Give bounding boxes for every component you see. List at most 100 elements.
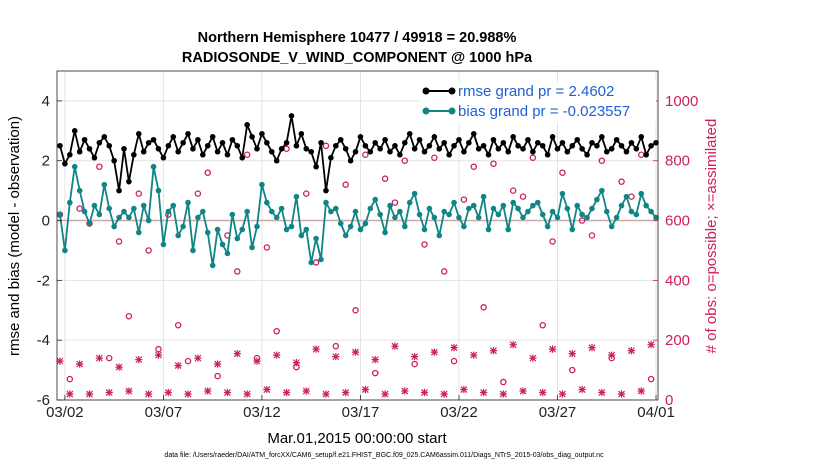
- bias-point-6: [86, 220, 93, 227]
- bias-point-92: [510, 199, 516, 206]
- bias-point-81: [456, 214, 462, 221]
- bias-point-8: [96, 211, 103, 218]
- rmse-point-1: [62, 160, 68, 167]
- possible-obs-point-49: [539, 321, 546, 329]
- legend-rmse-label: rmse grand pr = 2.4602: [458, 83, 614, 100]
- rmse-point-56: [333, 142, 339, 149]
- x-tick-label-4: 03/22: [440, 404, 478, 421]
- possible-obs-point-38: [431, 154, 438, 161]
- legend-box: [420, 82, 656, 122]
- bias-point-47: [288, 223, 295, 230]
- rmse-point-46: [283, 139, 290, 146]
- bias-point-26: [185, 199, 191, 206]
- bias-point-78: [441, 208, 448, 215]
- bias-point-11: [111, 223, 117, 230]
- x-axis-label: Mar.01,2015 00:00:00 start: [267, 430, 447, 447]
- possible-obs-point-37: [421, 241, 428, 248]
- assimilated-obs-point-45: [499, 390, 507, 398]
- assimilated-obs-point-56: [608, 351, 616, 359]
- bias-point-67: [387, 202, 393, 209]
- rmse-point-37: [239, 154, 246, 161]
- assimilated-obs-point-43: [480, 388, 488, 397]
- assimilated-obs-point-8: [135, 356, 143, 364]
- bias-point-59: [347, 223, 354, 230]
- rmse-point-45: [278, 145, 285, 152]
- rmse-point-81: [456, 136, 462, 143]
- bias-point-101: [554, 214, 561, 221]
- rmse-point-107: [584, 151, 590, 158]
- bias-point-95: [525, 208, 531, 215]
- bias-point-48: [293, 193, 300, 200]
- rmse-point-67: [387, 148, 393, 155]
- bias-point-1: [62, 247, 68, 254]
- assimilated-obs-point-37: [420, 388, 429, 397]
- bias-point-97: [535, 199, 541, 206]
- possible-obs-point-9: [145, 247, 152, 254]
- possible-obs-point-19: [243, 151, 251, 158]
- rmse-point-58: [342, 145, 349, 152]
- bias-point-31: [209, 262, 216, 269]
- x-tick-label-1: 03/07: [145, 404, 183, 421]
- rmse-point-0: [57, 142, 63, 149]
- bias-point-88: [490, 205, 497, 212]
- x-tick-label-5: 03/27: [539, 404, 577, 421]
- possible-obs-point-31: [362, 151, 369, 158]
- bias-point-73: [416, 211, 423, 218]
- rmse-point-111: [603, 148, 610, 155]
- rmse-point-92: [510, 134, 516, 140]
- bias-point-87: [485, 226, 492, 233]
- assimilated-obs-point-36: [411, 353, 419, 361]
- assimilated-obs-point-24: [292, 359, 301, 367]
- possible-obs-point-50: [549, 238, 556, 245]
- bias-point-50: [303, 226, 310, 233]
- bias-point-44: [273, 214, 280, 221]
- rmse-point-69: [397, 151, 403, 158]
- bias-point-104: [569, 226, 576, 233]
- rmse-point-20: [155, 145, 162, 152]
- bias-point-0: [57, 211, 63, 218]
- assimilated-obs-point-4: [95, 354, 103, 362]
- assimilated-obs-point-33: [381, 390, 389, 398]
- bias-point-100: [549, 208, 556, 215]
- rmse-point-49: [298, 131, 305, 137]
- bias-point-105: [574, 202, 581, 209]
- bias-point-38: [244, 208, 250, 215]
- rmse-point-59: [347, 157, 354, 164]
- rmse-point-15: [131, 151, 137, 158]
- assimilated-obs-point-18: [233, 350, 241, 358]
- bias-point-54: [323, 199, 329, 206]
- bias-point-49: [298, 232, 305, 239]
- bias-point-116: [628, 208, 635, 215]
- bias-point-42: [264, 199, 270, 206]
- bias-point-119: [643, 202, 649, 209]
- possible-obs-point-33: [381, 175, 389, 182]
- y-right-tick-label-2: 400: [665, 272, 690, 289]
- bias-point-72: [411, 190, 418, 197]
- y-axis-left-label: rmse and bias (model - observation): [6, 116, 23, 356]
- possible-obs-point-13: [184, 357, 192, 365]
- possible-obs-point-52: [569, 366, 576, 374]
- rmse-point-73: [416, 136, 423, 143]
- bias-point-5: [81, 208, 88, 215]
- rmse-point-24: [175, 148, 181, 155]
- bias-point-102: [559, 190, 566, 197]
- rmse-point-17: [140, 148, 147, 155]
- bias-point-10: [106, 205, 113, 212]
- assimilated-obs-point-6: [115, 363, 123, 371]
- rmse-point-87: [485, 151, 492, 158]
- rmse-point-106: [579, 145, 585, 152]
- bias-point-35: [229, 211, 236, 218]
- legend-rmse-marker-left: [422, 87, 430, 95]
- assimilated-obs-point-39: [440, 390, 448, 398]
- rmse-point-23: [170, 134, 177, 140]
- rmse-point-103: [564, 148, 571, 155]
- rmse-point-6: [86, 145, 93, 152]
- rmse-point-4: [76, 148, 83, 155]
- bias-point-37: [239, 226, 246, 233]
- rmse-point-28: [195, 136, 201, 143]
- rmse-point-79: [446, 151, 452, 158]
- possible-obs-point-41: [460, 196, 468, 203]
- rmse-point-63: [367, 148, 374, 155]
- assimilated-obs-point-23: [282, 388, 291, 397]
- rmse-point-108: [589, 139, 595, 146]
